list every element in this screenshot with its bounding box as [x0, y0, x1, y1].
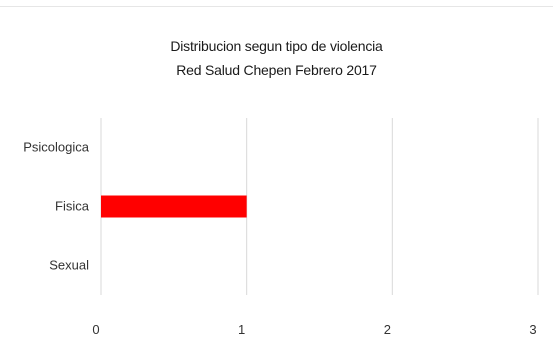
category-label-psicologica: Psicologica [23, 140, 90, 155]
category-label-fisica: Fisica [55, 199, 90, 214]
x-tick-label: 3 [529, 322, 536, 337]
tick-labels: 0 1 2 3 [92, 322, 536, 337]
category-labels: Psicologica Fisica Sexual [23, 140, 90, 273]
chart-subtitle: Red Salud Chepen Febrero 2017 [176, 62, 377, 78]
bar-fisica [101, 195, 247, 218]
category-label-sexual: Sexual [49, 258, 89, 273]
top-border [0, 6, 553, 7]
x-tick-label: 1 [238, 322, 245, 337]
x-tick-label: 0 [92, 322, 99, 337]
chart-title: Distribucion segun tipo de violencia [170, 38, 383, 54]
x-tick-label: 2 [384, 322, 391, 337]
bars [101, 195, 247, 218]
